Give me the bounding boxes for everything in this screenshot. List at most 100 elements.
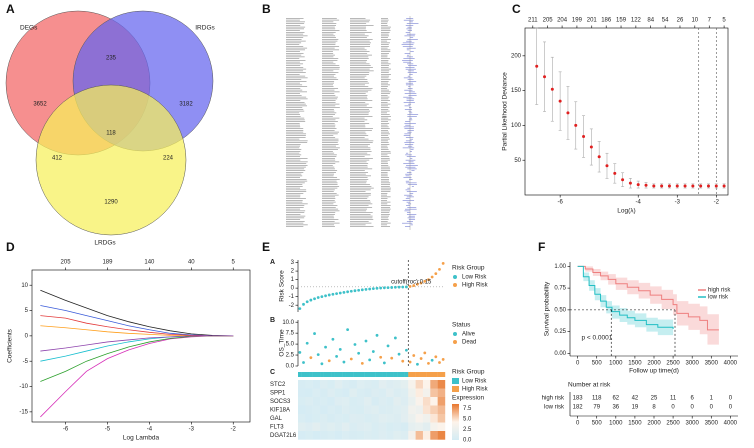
table-text — [286, 21, 305, 23]
table-text — [286, 107, 303, 108]
table-text — [286, 93, 300, 94]
table-text — [322, 205, 338, 206]
table-text — [286, 91, 308, 93]
table-text — [286, 51, 300, 52]
region-count: 3182 — [179, 102, 193, 108]
table-text — [286, 39, 302, 40]
table-text — [322, 79, 339, 80]
table-text — [381, 123, 390, 124]
table-text — [350, 147, 371, 149]
table-text — [350, 210, 367, 212]
heat-cell — [349, 397, 357, 406]
heat-cell — [400, 431, 409, 440]
table-text — [350, 224, 366, 226]
table-text — [286, 144, 301, 145]
heat-cell — [342, 405, 350, 415]
heat-cell — [408, 422, 416, 432]
group-cell — [342, 372, 346, 377]
heat-cell — [408, 431, 416, 440]
heat-cell — [356, 397, 365, 406]
table-text — [286, 135, 306, 136]
table-text — [322, 224, 335, 226]
table-text — [286, 33, 304, 35]
table-text — [286, 172, 304, 173]
table-text — [322, 203, 334, 205]
table-text — [286, 46, 304, 47]
table-text — [322, 103, 340, 105]
heat-cell — [378, 414, 387, 423]
table-text — [286, 56, 305, 58]
table-text — [381, 53, 389, 54]
table-text — [350, 201, 371, 203]
venn-set — [35, 84, 187, 236]
heat-cell — [415, 422, 424, 432]
os-point — [375, 333, 379, 337]
table-text — [350, 107, 373, 108]
heat-cell — [342, 431, 350, 440]
y-tick-label: 0.50 — [554, 307, 566, 313]
heat-cell — [305, 431, 313, 440]
table-text — [381, 60, 389, 61]
y-tick-label: 200 — [511, 53, 522, 59]
forest-table — [286, 16, 419, 230]
table-text — [322, 49, 340, 51]
table-text — [350, 18, 366, 19]
table-text — [286, 81, 307, 82]
plot-frame — [524, 27, 729, 196]
heat-cell — [408, 414, 416, 423]
table-text — [286, 79, 302, 80]
subpanel-letter: B — [270, 317, 275, 324]
table-text — [381, 21, 388, 23]
table-text — [350, 39, 373, 40]
table-text — [322, 119, 336, 121]
heat-cell — [400, 405, 409, 415]
table-text — [286, 77, 308, 79]
table-text — [286, 19, 300, 21]
group-cell — [360, 372, 365, 377]
panel-letter: E — [262, 240, 270, 254]
heat-cell — [349, 431, 357, 440]
table-text — [381, 25, 388, 26]
table-text — [381, 151, 391, 152]
top-tick-label: 204 — [557, 18, 568, 24]
table-text — [350, 100, 373, 101]
table-text — [350, 221, 369, 222]
table-text — [286, 68, 307, 70]
heat-cell — [305, 388, 313, 398]
table-text — [322, 88, 339, 89]
heat-cell — [298, 414, 306, 423]
table-text — [286, 110, 305, 112]
heat-cell — [378, 397, 387, 406]
table-text — [350, 75, 367, 77]
x-tick-label: 3000 — [686, 361, 700, 367]
group-cell — [356, 372, 361, 377]
table-text — [350, 19, 371, 21]
heat-cell — [437, 397, 446, 406]
gene-label: SOCS3 — [270, 399, 291, 405]
table-text — [381, 207, 391, 208]
table-text — [286, 49, 306, 51]
table-text — [350, 217, 373, 219]
table-text — [350, 47, 365, 49]
cv-point — [675, 184, 679, 188]
survival-curve — [577, 265, 674, 330]
table-text — [322, 138, 339, 140]
risk-point — [401, 285, 405, 289]
table-text — [322, 131, 340, 133]
x-axis-label: Log(λ) — [617, 208, 635, 215]
cv-point — [566, 111, 570, 115]
x-tick-label: 4000 — [724, 361, 738, 367]
table-text — [322, 112, 337, 114]
group-cell — [411, 372, 416, 377]
table-text — [286, 114, 300, 115]
coef-path — [40, 315, 234, 337]
table-text — [322, 100, 336, 101]
table-text — [286, 88, 301, 89]
risk-point — [390, 286, 394, 289]
heat-cell — [334, 405, 343, 415]
cv-point — [660, 184, 664, 188]
table-cell: 79 — [593, 405, 600, 411]
table-cell: 25 — [651, 396, 658, 402]
top-tick-label: 54 — [662, 18, 669, 24]
table-text — [322, 144, 339, 145]
